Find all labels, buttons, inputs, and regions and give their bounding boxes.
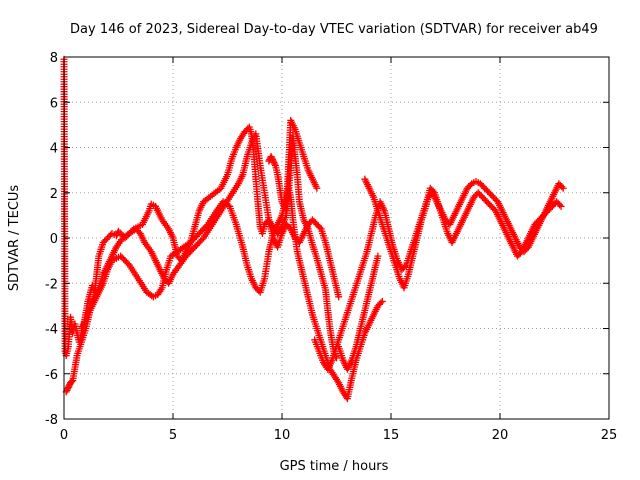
series-track-E: [361, 175, 565, 292]
data-point: [270, 159, 278, 167]
y-tick-label: -2: [45, 277, 58, 292]
data-point: [401, 263, 409, 271]
x-tick-label: 20: [492, 428, 509, 443]
y-tick-label: 4: [50, 142, 58, 157]
data-point: [269, 156, 277, 164]
y-tick-label: 2: [50, 187, 58, 202]
data-point: [429, 187, 437, 195]
y-tick-label: -8: [45, 413, 58, 428]
data-point: [374, 252, 382, 260]
data-point: [559, 184, 567, 192]
x-tick-label: 25: [601, 428, 618, 443]
data-point: [556, 201, 564, 209]
x-tick-label: 0: [60, 428, 68, 443]
series-track-F: [265, 116, 382, 373]
axis-ticks: 0 5 10 15 20 25 -8 -6 -4 -2 0 2 4 6 8: [45, 51, 617, 443]
y-axis-label: SDTVAR / TECUs: [7, 185, 22, 292]
data-point: [64, 385, 72, 393]
x-tick-label: 15: [383, 428, 400, 443]
y-tick-label: -4: [45, 323, 58, 338]
data-point: [378, 297, 386, 305]
x-tick-label: 5: [169, 428, 177, 443]
data-point: [65, 382, 73, 390]
data-point: [268, 154, 276, 162]
y-tick-label: 6: [50, 96, 58, 111]
data-point: [112, 232, 120, 240]
data-point: [267, 153, 275, 161]
data-point: [558, 183, 566, 191]
data-point: [316, 223, 324, 231]
y-tick-label: 0: [50, 232, 58, 247]
y-tick-label: -6: [45, 368, 58, 383]
data-point: [271, 160, 279, 168]
data-point: [68, 378, 76, 386]
x-tick-label: 10: [274, 428, 291, 443]
data-point: [557, 202, 565, 210]
data-series: [60, 55, 567, 403]
chart-title: Day 146 of 2023, Sidereal Day-to-day VTE…: [70, 22, 598, 37]
data-point: [269, 157, 277, 165]
data-point: [466, 181, 474, 189]
y-tick-label: 8: [50, 51, 58, 66]
data-point: [313, 184, 321, 192]
x-axis-label: GPS time / hours: [280, 459, 389, 474]
data-point: [335, 293, 343, 301]
series-track-C: [77, 130, 343, 332]
data-point: [63, 386, 71, 394]
data-point: [64, 383, 72, 391]
data-point: [377, 299, 385, 307]
